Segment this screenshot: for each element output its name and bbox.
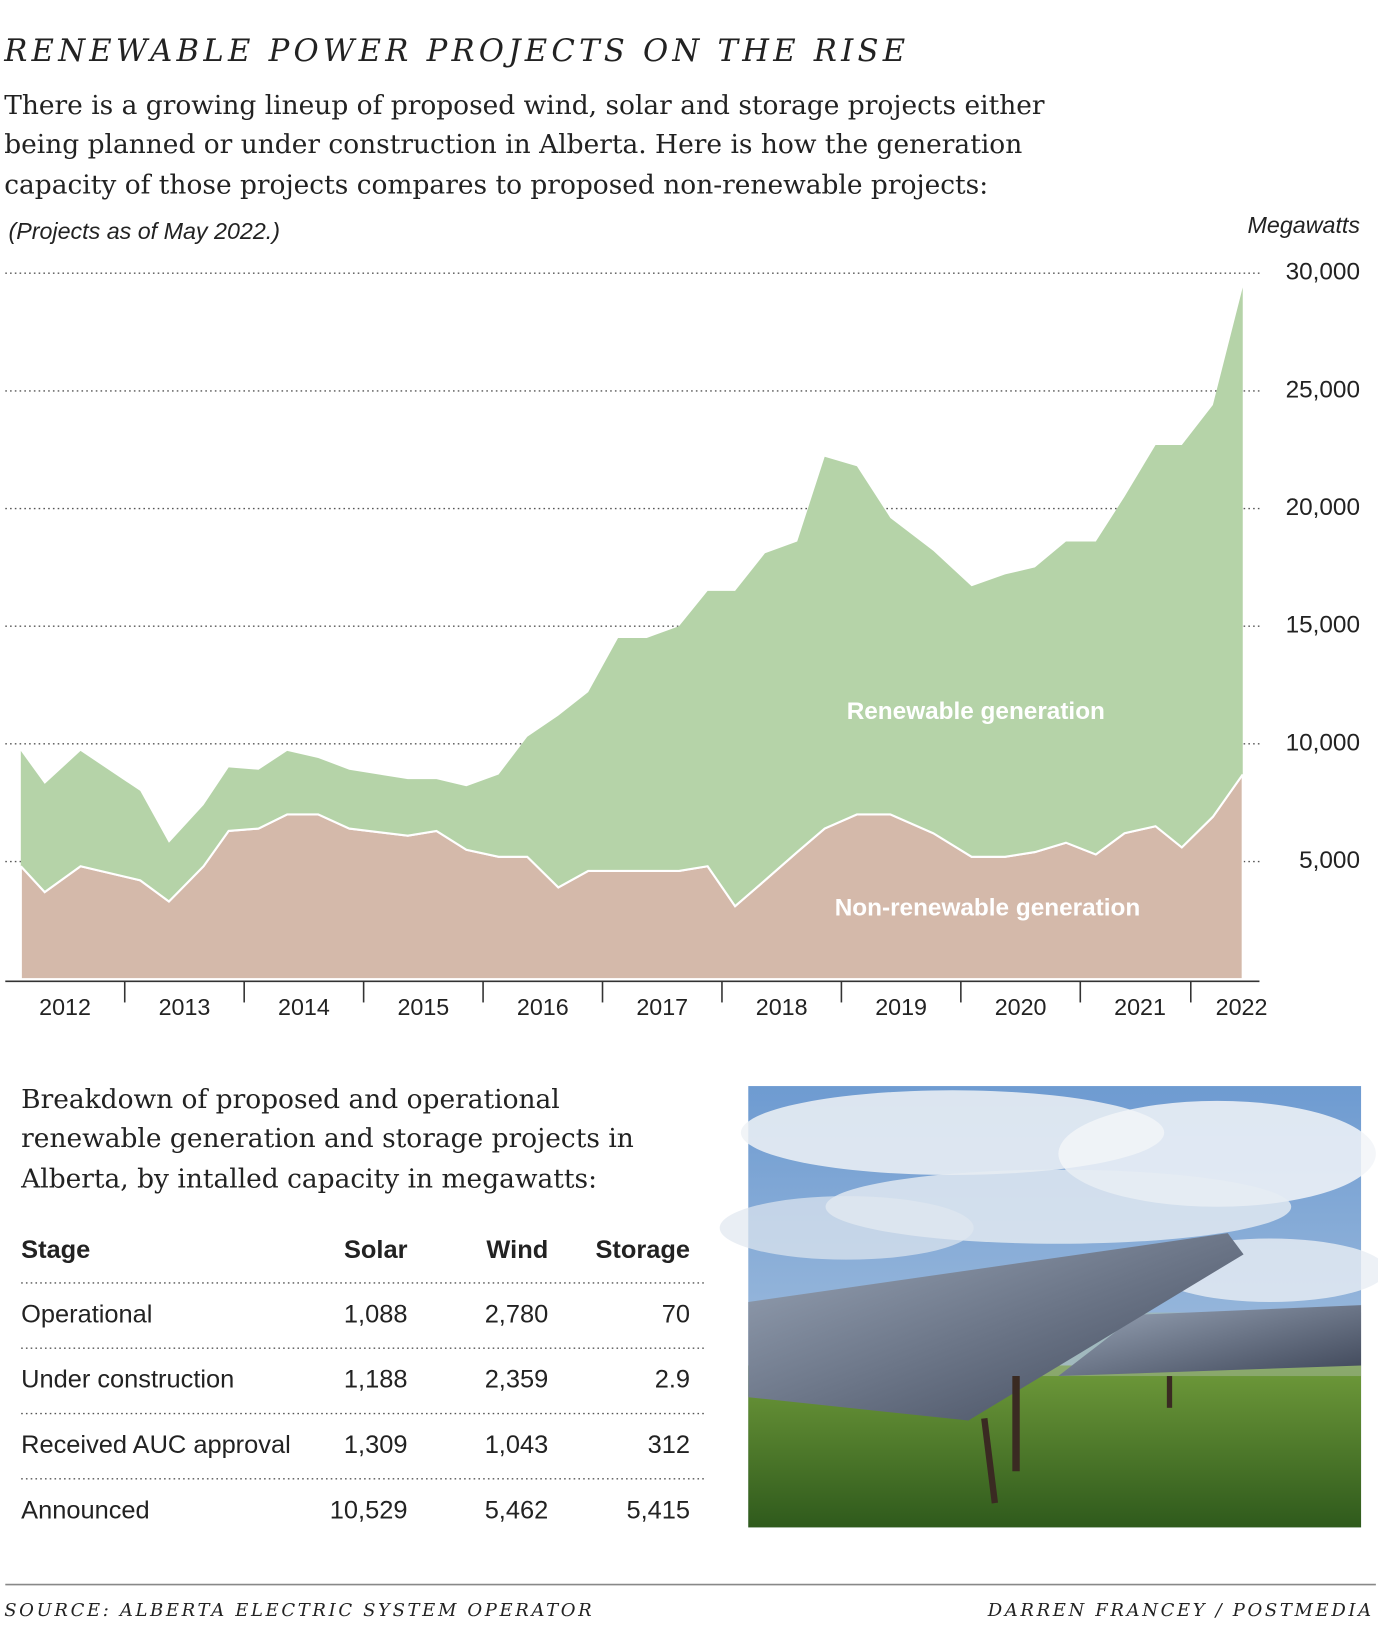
table-cell: 5,415 <box>627 1496 691 1524</box>
x-tick-label: 2018 <box>756 994 808 1020</box>
table-cell: 2,359 <box>485 1366 549 1394</box>
table-cell: Received AUC approval <box>21 1431 291 1459</box>
table-intro: Breakdown of proposed and operational <box>21 1084 560 1115</box>
area <box>20 287 1243 907</box>
series-label: Renewable generation <box>847 698 1105 725</box>
x-tick-label: 2012 <box>39 994 91 1020</box>
table-cell: 10,529 <box>330 1496 408 1524</box>
x-tick-label: 2021 <box>1114 994 1166 1020</box>
note: (Projects as of May 2022.) <box>8 218 280 244</box>
table-header: Wind <box>486 1236 548 1264</box>
subtitle: being planned or under construction in A… <box>4 129 1022 160</box>
table-cell: 5,462 <box>485 1496 549 1524</box>
y-tick-label: 20,000 <box>1286 494 1360 521</box>
table-cell: 2.9 <box>655 1366 690 1394</box>
y-tick-label: 5,000 <box>1299 847 1360 874</box>
table-header: Storage <box>596 1236 691 1264</box>
table-cell: 1,043 <box>485 1431 549 1459</box>
x-tick-label: 2020 <box>995 994 1047 1020</box>
y-tick-label: 25,000 <box>1286 376 1360 403</box>
table-intro: renewable generation and storage project… <box>21 1123 634 1154</box>
x-tick-label: 2015 <box>397 994 449 1020</box>
table: Breakdown of proposed and operational re… <box>20 1084 706 1524</box>
x-tick-label: 2019 <box>875 994 927 1020</box>
subtitle: capacity of those projects compares to p… <box>4 169 988 200</box>
table-cell: Under construction <box>21 1366 234 1394</box>
x-tick-label: 2013 <box>159 994 211 1020</box>
table-cell: 2,780 <box>485 1300 549 1328</box>
x-tick-label: 2016 <box>517 994 569 1020</box>
subtitle: There is a growing lineup of proposed wi… <box>4 90 1045 121</box>
series-label: Non-renewable generation <box>835 895 1141 922</box>
table-cell: 1,309 <box>344 1431 408 1459</box>
table-cell: 312 <box>648 1431 690 1459</box>
table-cell: 70 <box>662 1300 690 1328</box>
y-tick-label: 15,000 <box>1286 612 1360 639</box>
title: RENEWABLE POWER PROJECTS ON THE RISE <box>3 34 909 69</box>
table-cell: 1,088 <box>344 1300 408 1328</box>
credit: DARREN FRANCEY / POSTMEDIA <box>987 1600 1374 1621</box>
table-intro: Alberta, by intalled capacity in megawat… <box>20 1163 597 1194</box>
table-header: Solar <box>344 1236 408 1264</box>
x-tick-label: 2017 <box>636 994 688 1020</box>
y-axis-label: Megawatts <box>1248 212 1361 238</box>
x-tick-label: 2014 <box>278 994 330 1020</box>
table-cell: Operational <box>21 1300 152 1328</box>
source: SOURCE: ALBERTA ELECTRIC SYSTEM OPERATOR <box>4 1600 594 1621</box>
table-header: Stage <box>21 1236 90 1264</box>
table-cell: 1,188 <box>344 1366 408 1394</box>
photo <box>719 1086 1378 1528</box>
y-tick-label: 10,000 <box>1286 729 1360 756</box>
y-tick-label: 30,000 <box>1286 259 1360 286</box>
boundary-line <box>20 773 1244 908</box>
x-tick-label: 2022 <box>1216 994 1268 1020</box>
table-cell: Announced <box>21 1496 149 1524</box>
chart: 5,000 10,000 15,000 20,000 25,000 30,000 Renew… <box>5 259 1360 1020</box>
